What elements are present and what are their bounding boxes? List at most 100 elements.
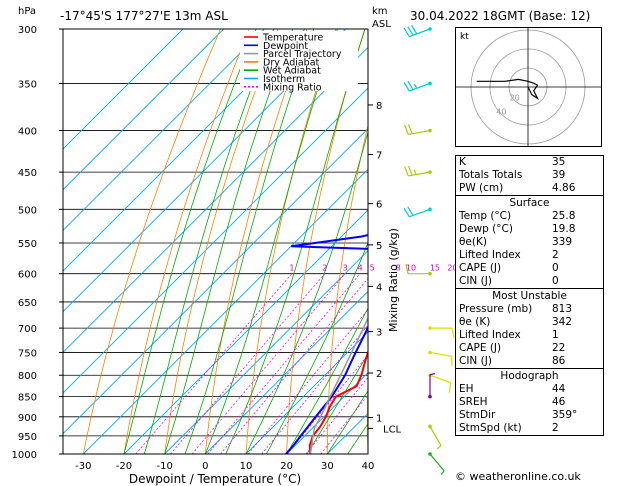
pressure-tick-label: 650: [18, 298, 37, 309]
wind-barb: [428, 424, 442, 450]
dry-adiabat: [123, 29, 250, 454]
temperature-tick-label: 0: [202, 461, 208, 472]
km-tick-label: LCL: [383, 424, 402, 435]
wind-barb: [404, 165, 432, 177]
profile-temperature: [308, 349, 368, 454]
mixing-ratio-label: 8: [396, 264, 401, 273]
km-tick-label: 8: [376, 101, 382, 112]
table-row: CIN (J) 0: [456, 275, 603, 288]
pressure-tick-label: 300: [18, 25, 37, 36]
hpa-label: hPa: [18, 6, 36, 17]
km-tick-label: 6: [376, 200, 382, 211]
table-row: Pressure (mb) 813: [456, 303, 603, 316]
asl-label: ASL: [372, 19, 391, 30]
mixing-ratio-label: 10: [406, 264, 416, 273]
table-row: CAPE (J) 22: [456, 342, 603, 355]
row-value: 22: [552, 342, 566, 354]
row-value: 1: [552, 329, 559, 341]
datetime-title: 30.04.2022 18GMT (Base: 12): [410, 9, 590, 23]
row-value: 813: [552, 303, 573, 315]
table-row: StmDir 359°: [456, 409, 603, 422]
pressure-tick-label: 900: [18, 413, 37, 424]
isotherm-line: [164, 250, 368, 454]
row-label: CAPE (J): [459, 262, 502, 274]
row-label: Lifted Index: [459, 329, 521, 341]
mixing-ratio-label: 2: [322, 264, 327, 273]
table-row: Dewp (°C) 19.8: [456, 223, 603, 236]
dry-adiabat: [367, 366, 368, 454]
mixing-ratio-line: [207, 273, 361, 454]
row-label: SREH: [459, 396, 488, 408]
row-label: StmSpd (kt): [459, 422, 522, 434]
row-value: 0: [552, 262, 559, 274]
mixing-ratio-label: 5: [370, 264, 375, 273]
table-row: CAPE (J) 0: [456, 262, 603, 275]
temperature-tick-label: 40: [362, 461, 375, 472]
isotherm-line: [63, 29, 184, 150]
wet-adiabat: [286, 307, 368, 454]
mixing-ratio-label: 15: [430, 264, 440, 273]
dry-adiabat: [245, 29, 337, 454]
row-value: 2: [552, 422, 559, 434]
mixing-ratio-line: [286, 354, 368, 454]
row-label: CIN (J): [459, 355, 492, 367]
hodograph-ring-label: 20: [510, 94, 520, 103]
row-value: 39: [552, 169, 566, 181]
wind-barb: [405, 263, 432, 276]
wind-barb: [428, 350, 453, 367]
isotherm-line: [63, 128, 368, 435]
mixing-ratio-line: [135, 273, 293, 454]
table-row: StmSpd (kt) 2: [456, 422, 603, 435]
row-value: 44: [552, 383, 566, 395]
wind-barb: [403, 24, 432, 38]
table-row: SREH 46: [456, 396, 603, 409]
row-label: θe (K): [459, 316, 491, 328]
km-tick-label: 4: [376, 282, 382, 293]
legend-entry: Dry Adiabat: [263, 57, 320, 68]
row-value: 359°: [552, 409, 578, 421]
row-label: EH: [459, 383, 474, 395]
isotherm-line: [63, 29, 224, 191]
isotherm-line: [245, 331, 368, 454]
wind-barb: [404, 124, 432, 135]
temperature-tick-label: -10: [156, 461, 172, 472]
row-label: Dewp (°C): [459, 223, 513, 235]
km-tick-label: 3: [376, 328, 382, 339]
row-label: Totals Totals: [459, 169, 523, 181]
temperature-tick-label: -30: [75, 461, 91, 472]
isotherm-line: [205, 290, 368, 454]
pressure-tick-label: 400: [18, 127, 37, 138]
dry-adiabat: [164, 29, 279, 454]
row-value: 2: [552, 249, 559, 261]
table-row: Lifted Index 2: [456, 249, 603, 262]
row-value: 86: [552, 355, 566, 367]
wind-barb: [403, 206, 432, 218]
isotherm-line: [123, 209, 368, 454]
row-value: 46: [552, 396, 566, 408]
pressure-tick-label: 450: [18, 168, 37, 179]
legend-entry: Dewpoint: [263, 41, 308, 52]
table-row: Temp (°C) 25.8: [456, 210, 603, 223]
x-axis-label: Dewpoint / Temperature (°C): [129, 472, 301, 486]
temperature-tick-label: 30: [321, 461, 334, 472]
isotherm-line: [63, 29, 306, 272]
table-row: CIN (J) 86: [456, 355, 603, 368]
pressure-tick-label: 800: [18, 371, 37, 382]
isotherm-line: [63, 29, 265, 231]
table-row: PW (cm) 4.86: [456, 182, 603, 195]
dry-adiabat: [82, 29, 221, 454]
wet-adiabat: [143, 29, 275, 454]
mixing-ratio-label: 4: [358, 264, 363, 273]
wind-barb: [428, 326, 455, 339]
wet-adiabat: [184, 29, 315, 454]
wet-adiabat: [123, 29, 257, 454]
isotherm-line: [63, 29, 346, 313]
row-value: 339: [552, 236, 573, 248]
dry-adiabat: [286, 29, 366, 454]
pressure-tick-label: 700: [18, 324, 37, 335]
km-label: km: [372, 6, 388, 17]
row-label: CAPE (J): [459, 342, 502, 354]
surface-title: Surface: [456, 195, 603, 210]
row-label: K: [459, 156, 466, 168]
